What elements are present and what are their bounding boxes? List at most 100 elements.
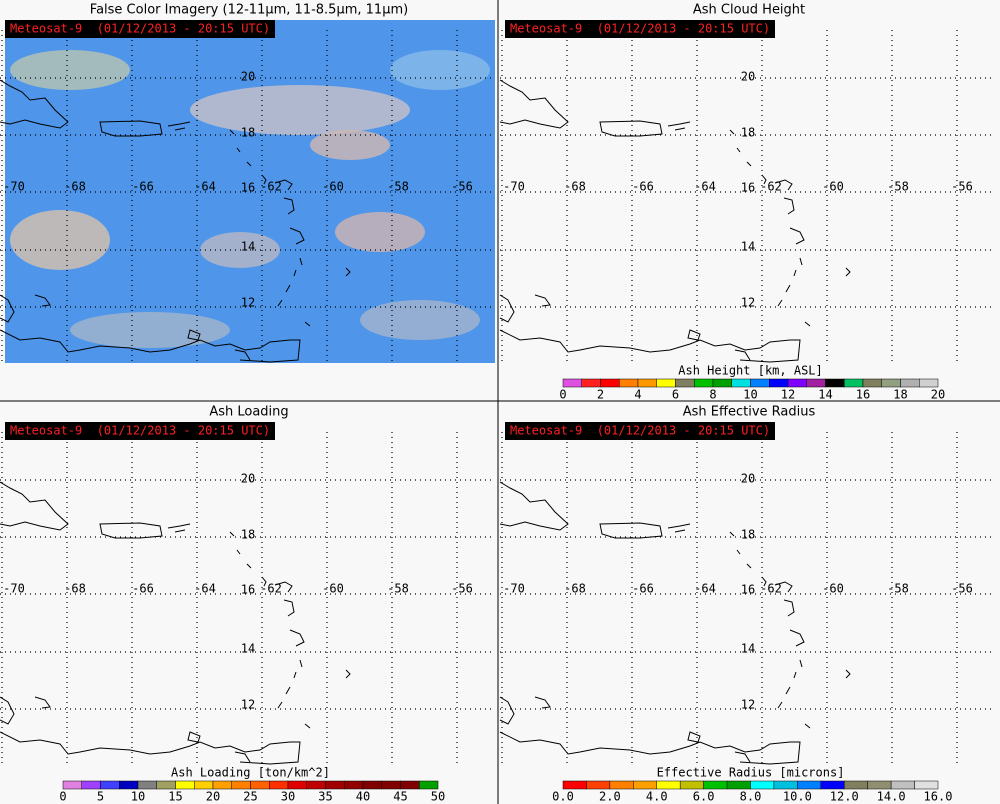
lat-label: 14 — [741, 240, 755, 254]
colorbar-segment — [619, 378, 639, 388]
lon-label: -62 — [760, 180, 782, 194]
map-panel: Ash Effective Radius 20 18 16 14 12 -70 -68 -66 -… — [499, 405, 995, 804]
colorbar-tick: 30 — [281, 790, 295, 804]
colorbar-tick: 0 — [559, 388, 566, 402]
lat-label: 16 — [741, 181, 755, 195]
colorbar-tick: 2 — [597, 388, 604, 402]
colorbar-segment — [633, 780, 657, 790]
colorbar-segment — [675, 378, 695, 388]
colorbar-segment — [769, 378, 789, 388]
colorbar-tick: 16 — [856, 388, 870, 402]
lat-label: 14 — [241, 642, 255, 656]
lat-label: 20 — [741, 472, 755, 486]
colorbar-segment — [562, 378, 582, 388]
colorbar-tick: 12 — [781, 388, 795, 402]
lon-label: -62 — [260, 180, 282, 194]
colorbar-tick: 45 — [393, 790, 407, 804]
lat-label: 18 — [741, 528, 755, 542]
lat-label: 16 — [241, 181, 255, 195]
colorbar-segment — [703, 780, 728, 790]
colorbar-tick: 12.0 — [830, 790, 859, 804]
lon-label: -58 — [387, 180, 409, 194]
colorbar-segment — [867, 780, 892, 790]
lon-label: -68 — [64, 582, 86, 596]
lon-label: -62 — [760, 582, 782, 596]
lon-label: -66 — [632, 582, 654, 596]
colorbar-tick: 20 — [206, 790, 220, 804]
colorbar-segment — [919, 378, 939, 388]
colorbar-label: Effective Radius [microns] — [657, 766, 845, 780]
panel-title: Ash Effective Radius — [683, 405, 816, 420]
lon-label: -58 — [887, 582, 909, 596]
colorbar-segment — [362, 780, 382, 790]
colorbar-segment — [581, 378, 601, 388]
lon-label: -62 — [260, 582, 282, 596]
panel-title: Ash Cloud Height — [693, 3, 805, 18]
map-panel: Ash Loading 20 18 16 14 12 -70 -68 -66 -64 -62 -60 -… — [0, 405, 495, 804]
colorbar-segment — [656, 780, 681, 790]
stamp-box — [5, 422, 275, 440]
lon-label: -68 — [564, 582, 586, 596]
lon-label: -56 — [951, 582, 973, 596]
stamp: Meteosat-9 (01/12/2013 - 20:15 UTC) — [10, 22, 270, 36]
colorbar-segment — [726, 780, 751, 790]
colorbar-segment — [419, 780, 439, 790]
colorbar-segment — [81, 780, 101, 790]
lon-label: -70 — [3, 180, 25, 194]
satellite-imagery — [5, 20, 495, 363]
colorbar-segment — [844, 378, 864, 388]
colorbar-tick: 16.0 — [924, 790, 953, 804]
colorbar-segment — [119, 780, 139, 790]
colorbar-segment — [344, 780, 364, 790]
colorbar-segment — [609, 780, 634, 790]
stamp: Meteosat-9 (01/12/2013 - 20:15 UTC) — [510, 22, 770, 36]
colorbar-tick: 14 — [818, 388, 832, 402]
colorbar-segment — [844, 780, 868, 790]
colorbar-segment — [890, 780, 915, 790]
lon-label: -58 — [387, 582, 409, 596]
colorbar-tick: 25 — [243, 790, 257, 804]
colorbar-tick: 14.0 — [877, 790, 906, 804]
colorbar-tick: 20 — [931, 388, 945, 402]
lon-label: -64 — [694, 582, 716, 596]
colorbar-tick: 2.0 — [599, 790, 621, 804]
lon-label: -56 — [451, 582, 473, 596]
lat-label: 20 — [241, 472, 255, 486]
colorbar-tick: 10 — [743, 388, 757, 402]
lat-label: 20 — [241, 70, 255, 84]
colorbar-segment — [231, 780, 251, 790]
colorbar-segment — [881, 378, 901, 388]
lon-label: -56 — [451, 180, 473, 194]
lat-label: 16 — [741, 583, 755, 597]
colorbar-segment — [137, 780, 157, 790]
lon-label: -64 — [194, 582, 216, 596]
colorbar-segment — [806, 378, 826, 388]
colorbar-segment — [287, 780, 307, 790]
lat-label: 16 — [241, 583, 255, 597]
colorbar-segment — [600, 378, 620, 388]
lat-label: 18 — [741, 126, 755, 140]
lon-label: -68 — [564, 180, 586, 194]
colorbar-label: Ash Loading [ton/km^2] — [171, 766, 330, 780]
colorbar-tick: 10.0 — [783, 790, 812, 804]
colorbar-segment — [820, 780, 845, 790]
colorbar-segment — [914, 780, 939, 790]
colorbar-segment — [731, 378, 751, 388]
colorbar-tick: 5 — [97, 790, 104, 804]
colorbar-tick: 8.0 — [740, 790, 762, 804]
colorbar-segment — [862, 378, 882, 388]
lat-label: 20 — [741, 70, 755, 84]
colorbar-tick: 8 — [709, 388, 716, 402]
colorbar-segment — [825, 378, 845, 388]
colorbar-segment — [562, 780, 587, 790]
lon-label: -64 — [694, 180, 716, 194]
colorbar-segment — [586, 780, 611, 790]
colorbar-tick: 4.0 — [646, 790, 668, 804]
lon-label: -58 — [887, 180, 909, 194]
colorbar-tick: 15 — [168, 790, 182, 804]
colorbar-segment — [750, 780, 775, 790]
colorbar-segment — [381, 780, 401, 790]
colorbar-tick: 50 — [431, 790, 445, 804]
